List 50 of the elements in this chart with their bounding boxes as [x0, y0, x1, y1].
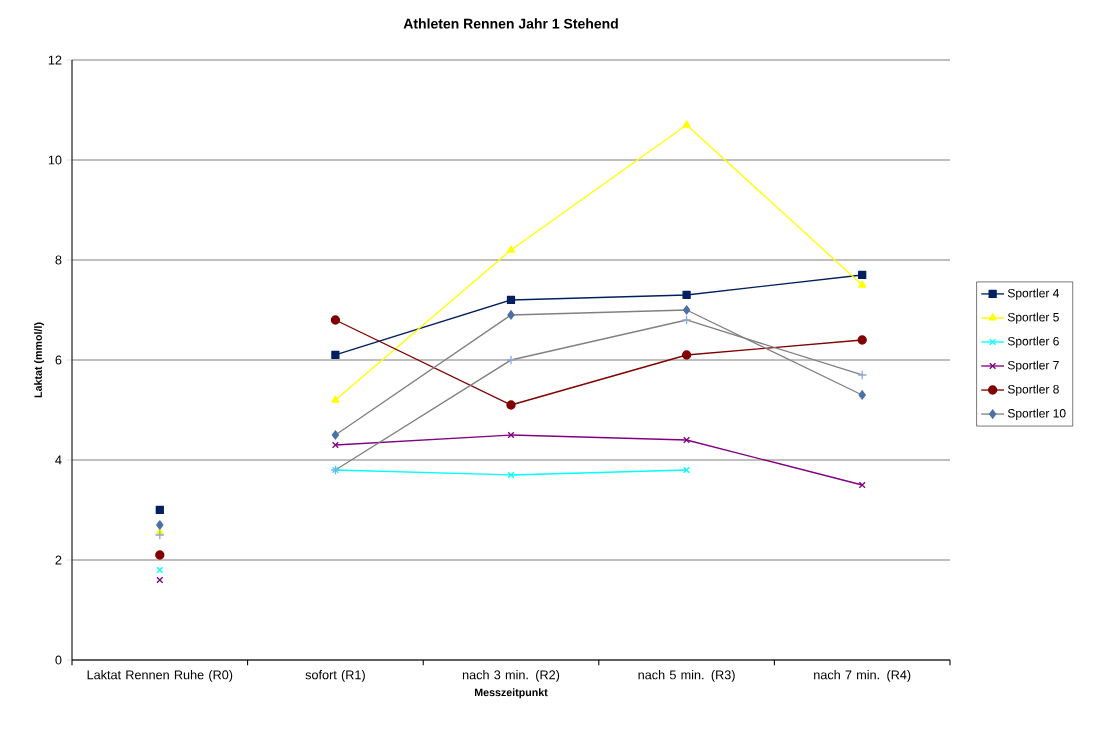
point	[156, 576, 164, 584]
point	[682, 290, 691, 300]
point	[858, 270, 867, 280]
point	[858, 481, 866, 489]
y-tick-label: 12	[48, 55, 62, 65]
chart-title: Athleten Rennen Jahr 1 Stehend	[403, 18, 618, 29]
y-tick-label: 6	[55, 355, 62, 365]
point	[681, 315, 692, 325]
point	[331, 441, 339, 449]
legend-label: Sportler 8	[1007, 384, 1059, 396]
y-tick-label: 4	[55, 455, 62, 465]
point	[507, 310, 515, 320]
point	[156, 520, 164, 530]
x-tick-label: nach 3 min. (R2)	[462, 670, 560, 682]
point	[858, 390, 866, 400]
point	[506, 245, 516, 253]
legend-label: Sportler 6	[1007, 336, 1059, 348]
point	[857, 335, 867, 345]
y-tick-label: 2	[55, 555, 62, 565]
point	[506, 295, 516, 305]
point	[330, 315, 341, 325]
point	[155, 505, 164, 515]
x-tick-label: Laktat Rennen Ruhe (R0)	[87, 670, 233, 682]
point	[331, 350, 340, 360]
point	[683, 436, 691, 444]
legend-label: Sportler 4	[1007, 288, 1060, 300]
y-tick-label: 8	[55, 255, 62, 265]
point	[331, 430, 340, 440]
legend-label: Sportler 7	[1007, 360, 1059, 372]
y-tick-label: 0	[55, 655, 62, 665]
x-tick-label: nach 7 min. (R4)	[814, 670, 911, 682]
x-tick-label: sofort (R1)	[305, 670, 365, 682]
x-tick-label: nach 5 min. (R3)	[638, 670, 735, 682]
y-tick-label: 10	[48, 155, 62, 165]
point	[857, 370, 868, 380]
x-axis-title: Messzeitpunkt	[474, 688, 548, 699]
point	[154, 530, 165, 540]
point	[858, 280, 867, 288]
point	[506, 400, 516, 410]
y-axis-title: Laktat (mmol/l)	[34, 322, 45, 398]
point	[331, 395, 340, 403]
legend-label: Sportler 5	[1007, 312, 1059, 324]
legend-label: Sportler 10	[1007, 408, 1066, 420]
point	[156, 566, 164, 574]
point	[683, 466, 691, 474]
point	[682, 120, 691, 128]
point	[681, 350, 692, 360]
point	[506, 355, 516, 365]
point	[682, 305, 691, 315]
point	[155, 550, 165, 560]
